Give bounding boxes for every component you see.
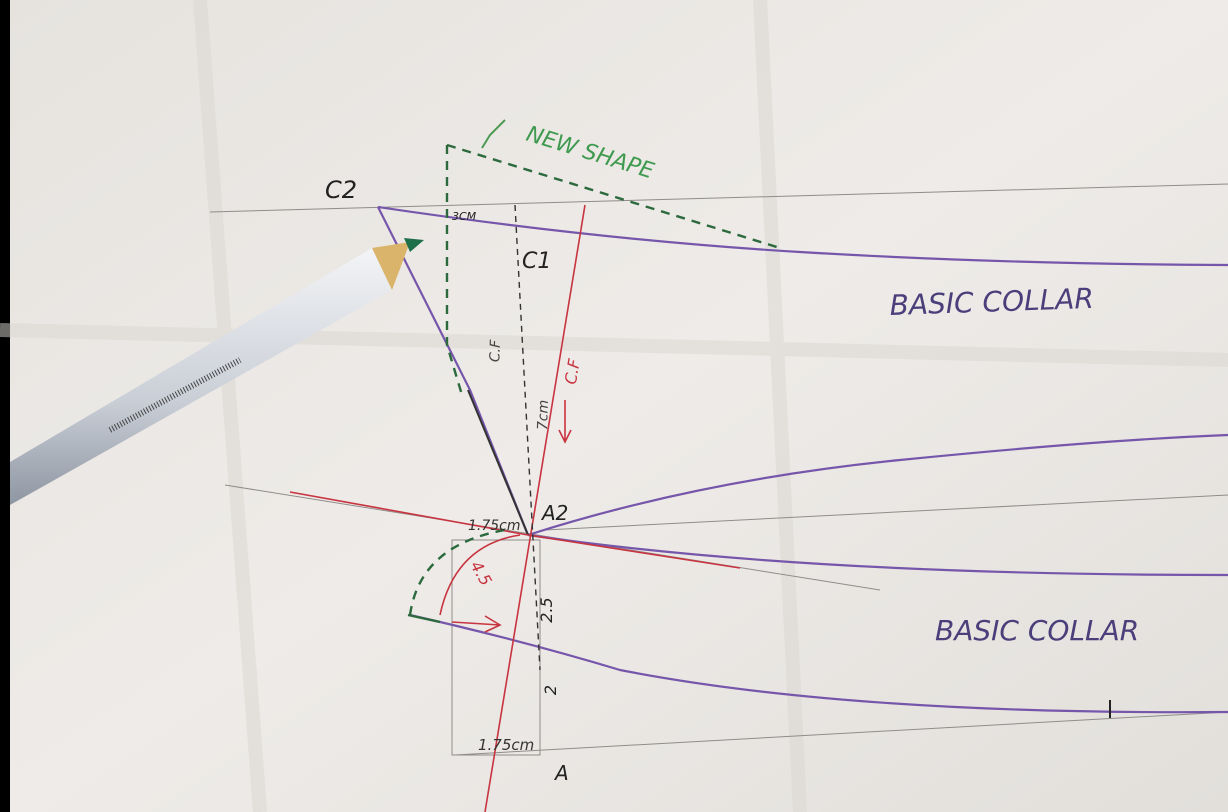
measurement: 2.5 (537, 597, 556, 622)
point-label: A (553, 761, 569, 785)
paper (10, 0, 1228, 812)
measurement: 2 (541, 685, 560, 695)
point-label: C1 (522, 249, 551, 274)
piece-label: BASIC COLLAR (935, 614, 1139, 647)
point-label: A2 (540, 501, 568, 525)
measurement: 7cm (535, 400, 552, 431)
photo: NEW SHAPE C2 C1 3CM C.F 7cm C.F BASIC CO… (0, 0, 1228, 812)
measurement: 3CM (452, 210, 477, 223)
page: NEW SHAPE C2 C1 3CM C.F 7cm C.F BASIC CO… (0, 0, 1228, 812)
measurement: C.F (487, 339, 504, 363)
point-label: C2 (325, 176, 357, 204)
measurement: 1.75cm (478, 736, 534, 754)
measurement: 1.75cm (468, 518, 521, 534)
